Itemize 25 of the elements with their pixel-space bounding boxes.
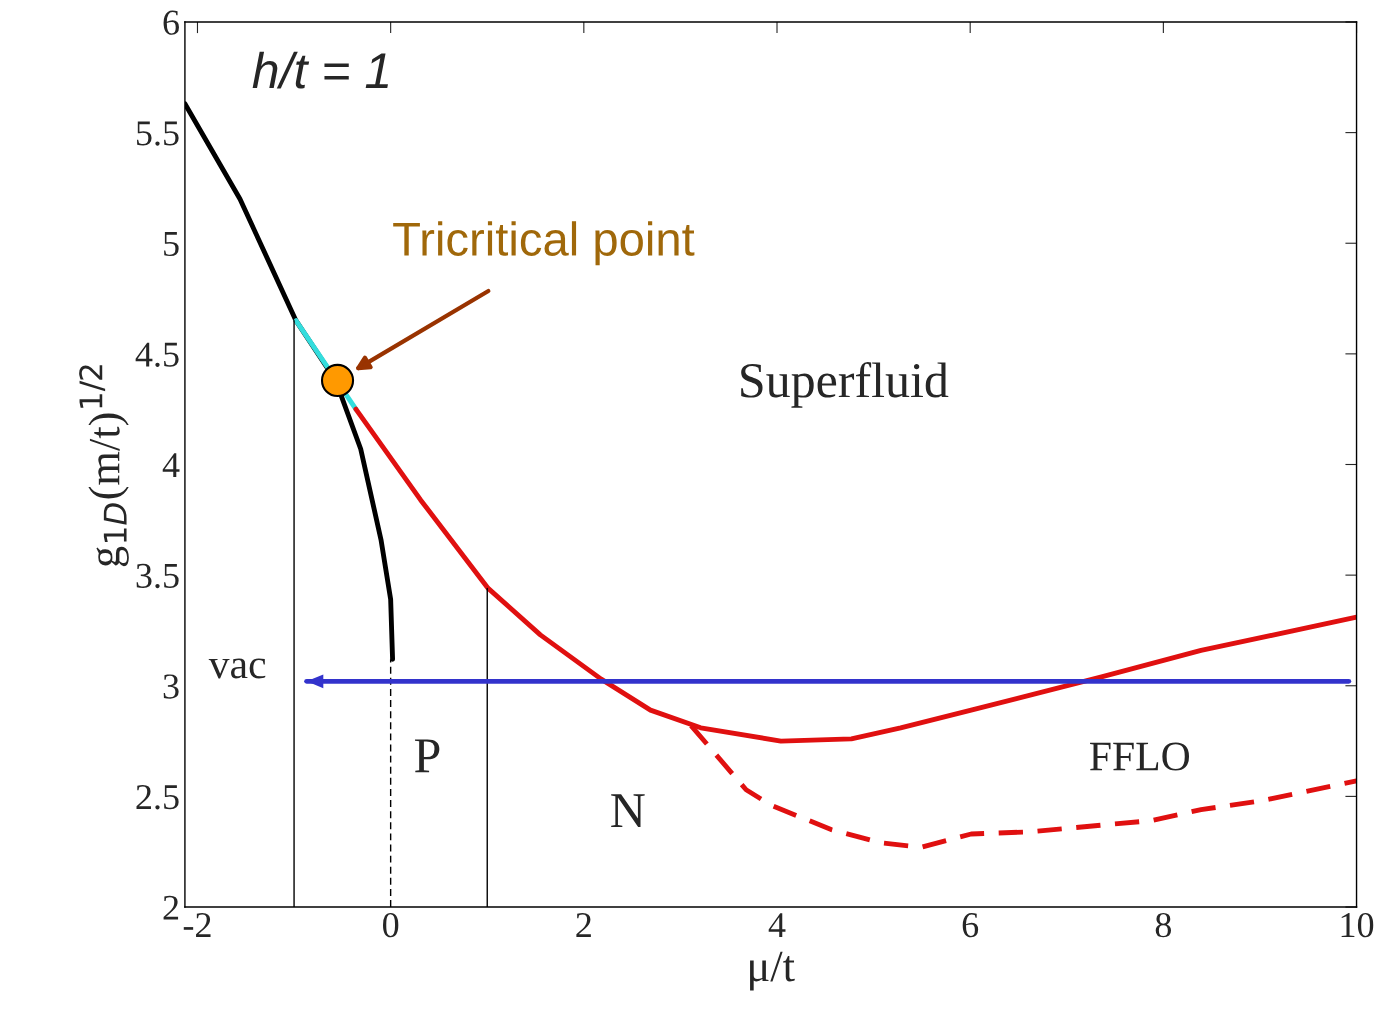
x-tick-label: 8: [1155, 912, 1172, 938]
annotation: N: [611, 794, 645, 827]
y-tick-label: 5: [164, 232, 179, 257]
x-axis-title: μ/t: [750, 951, 795, 991]
annotation: Superfluid: [741, 361, 949, 408]
y-tick-label: 4: [162, 453, 180, 478]
y-tick-label: 6: [163, 10, 179, 35]
annotation: Tricritical point: [393, 221, 695, 266]
x-tick-label: 10: [1341, 912, 1374, 938]
annotation: vac: [208, 658, 266, 679]
y-tick-label: 4.5: [135, 342, 179, 367]
annotation: P: [414, 739, 440, 773]
y-axis-title: g$_{1D}$(m/t)$^{1/2}$: [79, 365, 129, 567]
annotation: h/t = 1: [252, 51, 388, 89]
x-tick-label: 4: [768, 913, 786, 937]
x-tick-label: 0: [383, 912, 399, 938]
annotation: FFLO: [1090, 742, 1190, 771]
y-tick-label: 2: [163, 895, 179, 920]
x-tick-label: -2: [183, 913, 211, 937]
x-tick-label: 6: [962, 913, 979, 938]
y-tick-label: 5.5: [137, 121, 179, 146]
y-tick-label: 3: [163, 674, 179, 699]
y-tick-label: 2.5: [136, 785, 179, 810]
x-tick-label: 2: [576, 913, 591, 937]
y-tick-label: 3.5: [136, 563, 179, 589]
